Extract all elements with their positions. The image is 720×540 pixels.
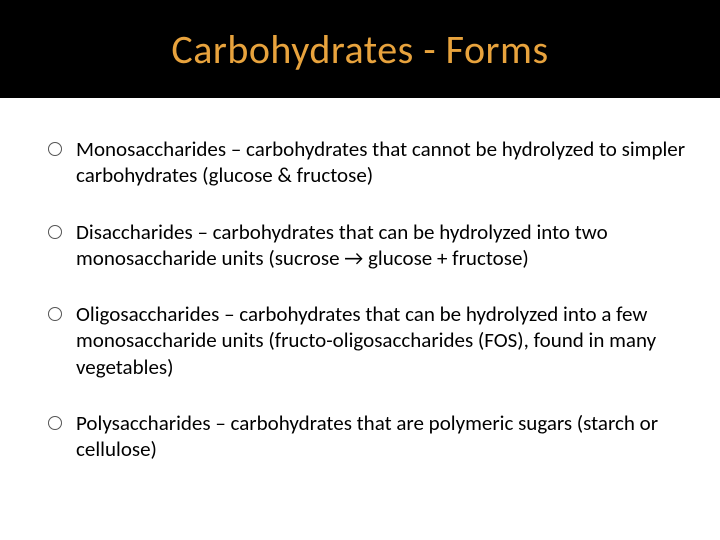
- bullet-text: Monosaccharides – carbohydrates that can…: [76, 136, 690, 189]
- bullet-text: Polysaccharides – carbohydrates that are…: [76, 410, 690, 463]
- list-item: Oligosaccharides – carbohydrates that ca…: [48, 301, 690, 380]
- bullet-text: Disaccharides – carbohydrates that can b…: [76, 219, 690, 272]
- bullet-icon: [48, 225, 62, 239]
- bullet-icon: [48, 307, 62, 321]
- bullet-icon: [48, 142, 62, 156]
- slide-content: Monosaccharides – carbohydrates that can…: [0, 98, 720, 512]
- list-item: Disaccharides – carbohydrates that can b…: [48, 219, 690, 272]
- list-item: Polysaccharides – carbohydrates that are…: [48, 410, 690, 463]
- title-bar: Carbohydrates - Forms: [0, 0, 720, 98]
- slide-title: Carbohydrates - Forms: [171, 25, 548, 74]
- list-item: Monosaccharides – carbohydrates that can…: [48, 136, 690, 189]
- bullet-text: Oligosaccharides – carbohydrates that ca…: [76, 301, 690, 380]
- bullet-icon: [48, 416, 62, 430]
